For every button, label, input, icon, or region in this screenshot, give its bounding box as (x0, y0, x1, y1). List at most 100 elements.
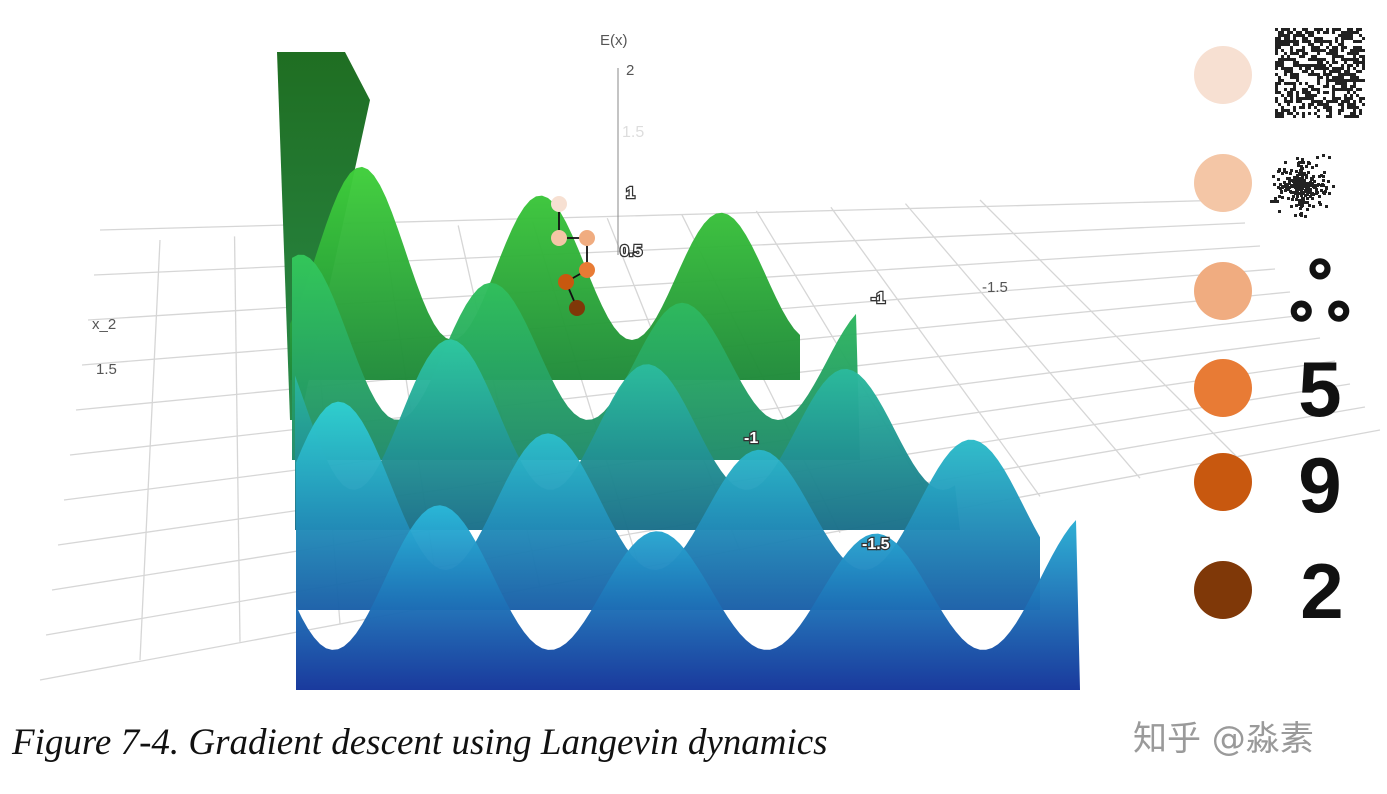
noise-pixel (1287, 55, 1290, 58)
noise-pixel (1359, 61, 1362, 64)
noise-pixel (1308, 112, 1311, 115)
noise-pixel (1307, 161, 1310, 164)
noise-pixel (1332, 91, 1335, 94)
noise-pixel (1308, 182, 1311, 185)
noise-pixel (1305, 88, 1308, 91)
noise-pixel (1300, 181, 1303, 184)
noise-pixel (1329, 109, 1332, 112)
noise-pixel (1332, 185, 1335, 188)
noise-pixel (1281, 58, 1284, 61)
noise-pixel (1304, 215, 1307, 218)
noise-pixel (1310, 184, 1313, 187)
noise-pixel (1300, 173, 1303, 176)
noise-pixel (1329, 52, 1332, 55)
noise-pixel (1359, 109, 1362, 112)
noise-pixel (1338, 70, 1341, 73)
noise-pixel (1344, 46, 1347, 49)
noise-pixel (1289, 190, 1292, 193)
noise-pixel (1296, 64, 1299, 67)
noise-pixel (1317, 67, 1320, 70)
noise-pixel (1317, 31, 1320, 34)
noise-pixel (1347, 106, 1350, 109)
noise-pixel (1301, 201, 1304, 204)
noise-pixel (1290, 31, 1293, 34)
noise-pixel (1341, 40, 1344, 43)
noise-pixel (1290, 82, 1293, 85)
noise-pixel (1329, 106, 1332, 109)
noise-pixel (1284, 34, 1287, 37)
noise-pixel (1305, 182, 1308, 185)
noise-pixel (1287, 94, 1290, 97)
noise-pixel (1290, 67, 1293, 70)
noise-pixel (1350, 34, 1353, 37)
noise-pixel (1344, 97, 1347, 100)
noise-pixel (1359, 100, 1362, 103)
noise-pixel (1332, 31, 1335, 34)
noise-pixel (1284, 88, 1287, 91)
noise-pixel (1359, 34, 1362, 37)
noise-pixel (1277, 178, 1280, 181)
z-tick: 1 (626, 185, 635, 202)
noise-pixel (1344, 37, 1347, 40)
noise-pixel (1293, 52, 1296, 55)
noise-pixel (1319, 203, 1322, 206)
noise-pixel (1317, 115, 1320, 118)
noise-pixel (1302, 40, 1305, 43)
noise-pixel (1344, 85, 1347, 88)
noise-pixel (1293, 76, 1296, 79)
noise-pixel (1287, 37, 1290, 40)
noise-pixel (1317, 73, 1320, 76)
noise-pixel (1332, 46, 1335, 49)
noise-pixel (1335, 82, 1338, 85)
noise-pixel (1332, 88, 1335, 91)
noise-pixel (1285, 186, 1288, 189)
noise-pixel (1304, 194, 1307, 197)
noise-pixel (1275, 112, 1278, 115)
noise-pixel (1281, 94, 1284, 97)
noise-pixel (1341, 85, 1344, 88)
noise-pixel (1311, 94, 1314, 97)
noise-pixel (1332, 70, 1335, 73)
noise-pixel (1341, 106, 1344, 109)
noise-pixel (1341, 67, 1344, 70)
noise-pixel (1287, 109, 1290, 112)
noise-pixel (1284, 37, 1287, 40)
z-tick: 1.5 (622, 124, 644, 141)
noise-pixel (1362, 49, 1365, 52)
noise-pixel (1341, 109, 1344, 112)
noise-pixel (1275, 52, 1278, 55)
noise-pixel (1317, 88, 1320, 91)
noise-pixel (1299, 67, 1302, 70)
noise-pixel (1332, 97, 1335, 100)
noise-pixel (1275, 61, 1278, 64)
noise-pixel (1302, 46, 1305, 49)
noise-pixel (1326, 91, 1329, 94)
noise-pixel (1284, 82, 1287, 85)
grid-line (979, 199, 1241, 461)
noise-pixel (1326, 85, 1329, 88)
noise-pixel (1341, 73, 1344, 76)
noise-pixel (1359, 88, 1362, 91)
noise-pixel (1299, 97, 1302, 100)
noise-pixel (1275, 37, 1278, 40)
noise-pixel (1323, 97, 1326, 100)
noise-pixel (1297, 164, 1300, 167)
noise-pixel (1326, 82, 1329, 85)
noise-pixel (1307, 171, 1310, 174)
floor-label: -1 (871, 290, 885, 307)
noise-pixel (1347, 70, 1350, 73)
noise-pixel (1278, 34, 1281, 37)
descent-path (551, 196, 595, 316)
caption: Figure 7-4. Gradient descent using Lange… (11, 722, 828, 763)
noise-pixel (1296, 100, 1299, 103)
noise-pixel (1283, 168, 1286, 171)
noise-pixel (1290, 52, 1293, 55)
noise-pixel (1287, 100, 1290, 103)
noise-pixel (1350, 64, 1353, 67)
noise-pixel (1320, 64, 1323, 67)
noise-pixel (1317, 76, 1320, 79)
noise-pixel (1353, 55, 1356, 58)
noise-pixel (1287, 82, 1290, 85)
noise-pixel (1311, 103, 1314, 106)
